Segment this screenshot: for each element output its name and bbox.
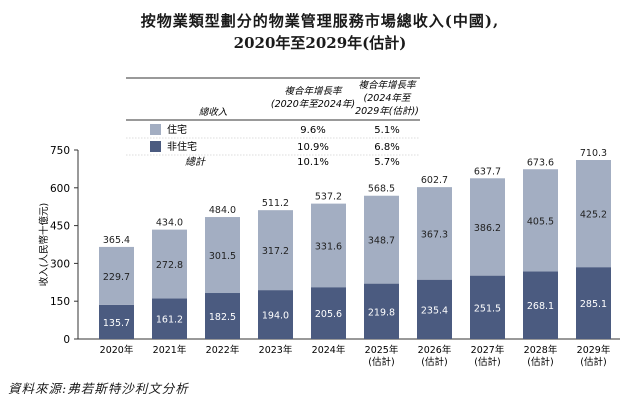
bar-non-residential [258, 290, 293, 339]
cagr-total-2020-2024: 10.1% [297, 157, 329, 168]
table-header-cagr-2020-2024: 複合年增長率 [284, 85, 343, 97]
data-label-non-residential: 135.7 [103, 318, 130, 329]
data-label-residential: 367.3 [421, 229, 448, 240]
bar-non-residential [311, 287, 346, 339]
legend-swatch-residential [150, 124, 161, 135]
data-label-residential: 301.5 [209, 251, 236, 262]
data-label-non-residential: 235.4 [421, 305, 448, 316]
data-label-residential: 272.8 [156, 260, 183, 271]
bar-residential [470, 178, 505, 276]
data-label-non-residential: 219.8 [368, 307, 395, 318]
data-label-total: 511.2 [262, 198, 289, 209]
x-tick-label: 2028年 [524, 344, 558, 356]
y-tick-label: 300 [50, 258, 70, 270]
legend-label-non-residential: 非住宅 [167, 140, 197, 153]
data-label-residential: 405.5 [527, 216, 554, 227]
bar-residential [523, 169, 558, 272]
bar-residential [576, 160, 611, 268]
data-label-total: 365.4 [103, 235, 130, 246]
table-header-cagr-2024-2029-period-a: (2024年至 [364, 92, 412, 104]
x-tick-label: (估計) [474, 356, 500, 368]
bar-residential [364, 195, 399, 284]
data-label-non-residential: 161.2 [156, 315, 183, 326]
x-tick-label: 2023年 [259, 344, 293, 356]
data-label-residential: 317.2 [262, 246, 289, 257]
x-tick-label: 2020年 [100, 344, 134, 356]
y-tick-label: 0 [63, 334, 70, 346]
chart-subtitle: 2020年至2029年(估計) [233, 34, 407, 52]
bar-non-residential [364, 283, 399, 339]
x-tick-label: 2022年 [206, 344, 240, 356]
data-label-residential: 229.7 [103, 272, 130, 283]
cagr-residential-2024-2029: 5.1% [374, 125, 399, 136]
bar-non-residential [523, 271, 558, 339]
table-header-cagr-2020-2024-period: (2020年至2024年) [271, 98, 355, 110]
data-label-total: 434.0 [156, 218, 183, 229]
data-label-non-residential: 268.1 [527, 301, 554, 312]
x-tick-label: 2026年 [418, 344, 452, 356]
data-label-residential: 348.7 [368, 236, 395, 247]
x-tick-label: 2025年 [365, 344, 399, 356]
x-tick-label: (估計) [527, 356, 553, 368]
data-label-total: 710.3 [580, 148, 607, 159]
y-tick-label: 600 [50, 183, 70, 195]
x-tick-label: (估計) [421, 356, 447, 368]
cagr-residential-2020-2024: 9.6% [300, 125, 325, 136]
data-label-non-residential: 194.0 [262, 311, 289, 322]
data-label-total: 537.2 [315, 192, 342, 203]
data-label-non-residential: 205.6 [315, 309, 342, 320]
cagr-table: 總收入 複合年增長率 (2020年至2024年) 複合年增長率 (2024年至 … [126, 77, 420, 168]
legend-swatch-non-residential [150, 141, 161, 152]
bar-labels: 135.7 229.7 365.4 161.2 272.8 434.0 182.5 301.5… [103, 148, 607, 329]
bar-residential [258, 210, 293, 291]
axes: 0 150 300 450 600 750 收入(人民幣十億元) 2020年 2021年 2022… [38, 145, 620, 368]
bar-non-residential [152, 298, 187, 339]
cagr-non-residential-2024-2029: 6.8% [374, 142, 399, 153]
y-tick-label: 750 [50, 145, 70, 157]
stacked-bar-chart: 總收入 複合年增長率 (2020年至2024年) 複合年增長率 (2024年至 … [38, 77, 620, 368]
data-label-non-residential: 251.5 [474, 303, 501, 314]
legend-label-residential: 住宅 [167, 123, 187, 136]
x-tick-label: (估計) [580, 356, 606, 368]
table-header-cagr-2024-2029-period-b: 2029年(估計)) [355, 105, 419, 117]
x-tick-label: 2027年 [471, 344, 505, 356]
bar-residential [99, 246, 134, 305]
bars [99, 160, 611, 339]
data-label-total: 484.0 [209, 205, 236, 216]
y-axis-title: 收入(人民幣十億元) [38, 203, 50, 286]
bar-residential [417, 187, 452, 280]
data-label-total: 568.5 [368, 184, 395, 195]
data-label-total: 637.7 [474, 166, 501, 177]
x-tick-label: 2024年 [312, 344, 346, 356]
bar-non-residential [470, 275, 505, 339]
data-label-total: 673.6 [527, 157, 554, 168]
data-label-total: 602.7 [421, 175, 448, 186]
cagr-non-residential-2020-2024: 10.9% [297, 142, 329, 153]
y-tick-label: 150 [50, 296, 70, 308]
bar-non-residential [417, 279, 452, 339]
bar-residential [152, 229, 187, 299]
table-header-total-revenue: 總收入 [199, 106, 228, 118]
bar-non-residential [99, 304, 134, 339]
y-tick-label: 450 [50, 221, 70, 233]
cagr-total-2024-2029: 5.7% [374, 157, 399, 168]
x-tick-label: 2029年 [577, 344, 611, 356]
bar-residential [205, 217, 240, 294]
data-label-non-residential: 285.1 [580, 299, 607, 310]
chart-title: 按物業類型劃分的物業管理服務市場總收入(中國), [140, 12, 500, 30]
data-label-residential: 425.2 [580, 210, 607, 221]
x-tick-label: (估計) [368, 356, 394, 368]
table-label-total: 總計 [185, 156, 206, 168]
source-note: 資料來源:弗若斯特沙利文分析 [8, 381, 189, 396]
bar-residential [311, 203, 346, 288]
data-label-residential: 331.6 [315, 241, 342, 252]
bar-non-residential [205, 293, 240, 339]
x-tick-label: 2021年 [153, 344, 187, 356]
table-header-cagr-2024-2029: 複合年增長率 [358, 79, 417, 91]
data-label-non-residential: 182.5 [209, 312, 236, 323]
bar-non-residential [576, 267, 611, 339]
data-label-residential: 386.2 [474, 223, 501, 234]
